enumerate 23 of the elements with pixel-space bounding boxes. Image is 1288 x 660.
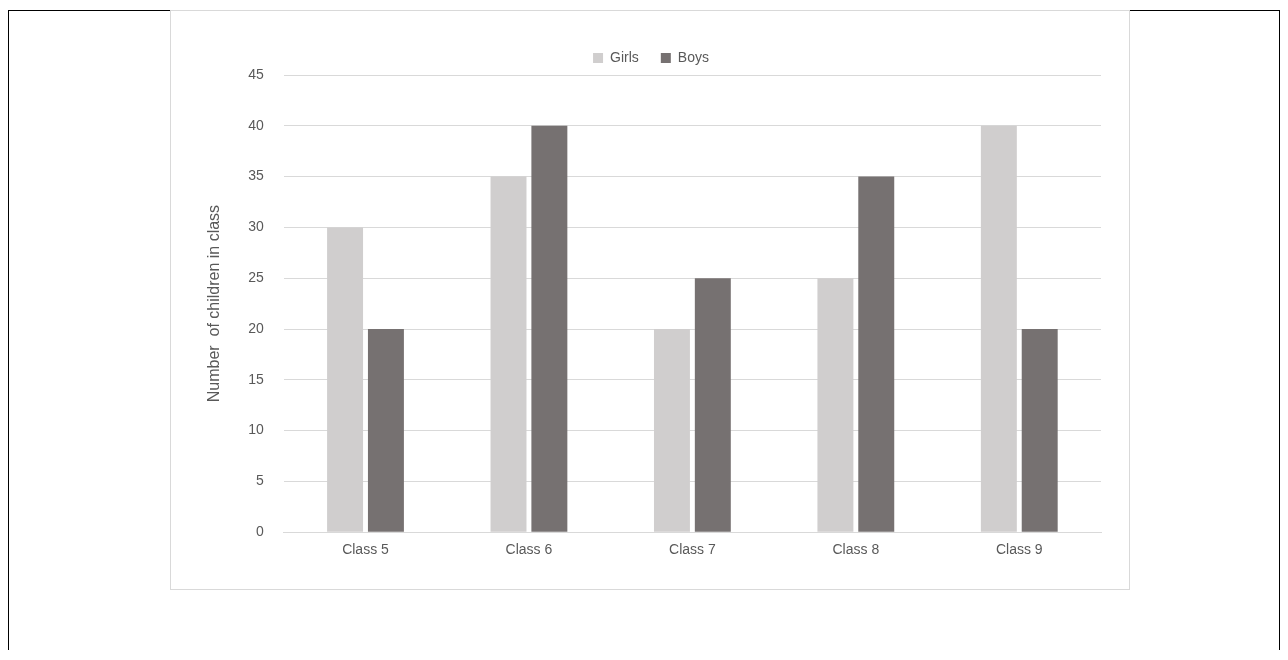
bar xyxy=(858,176,895,532)
y-tick-label: 35 xyxy=(248,167,264,184)
bar xyxy=(1021,329,1058,532)
y-tick-label: 45 xyxy=(248,65,264,82)
x-tick-label: Class 5 xyxy=(342,541,390,558)
bar xyxy=(694,278,731,532)
y-axis-title: Number of children in class xyxy=(205,204,223,403)
x-tick-label: Class 9 xyxy=(995,541,1043,558)
bar xyxy=(531,125,568,532)
x-tick-label: Class 6 xyxy=(505,541,553,558)
x-tick-label: Class 8 xyxy=(832,541,880,558)
y-tick-label: 40 xyxy=(248,116,264,133)
y-tick-label: 30 xyxy=(248,218,264,235)
legend-label: Boys xyxy=(677,48,709,65)
y-tick-label: 0 xyxy=(255,523,264,540)
y-tick-label: 25 xyxy=(248,269,264,286)
bar xyxy=(367,329,404,532)
y-tick-label: 10 xyxy=(248,421,264,438)
y-tick-label: 20 xyxy=(248,319,264,336)
legend-label: Girls xyxy=(610,48,639,65)
y-tick-label: 15 xyxy=(248,370,264,387)
y-tick-label: 5 xyxy=(255,472,264,489)
x-tick-label: Class 7 xyxy=(669,541,716,558)
